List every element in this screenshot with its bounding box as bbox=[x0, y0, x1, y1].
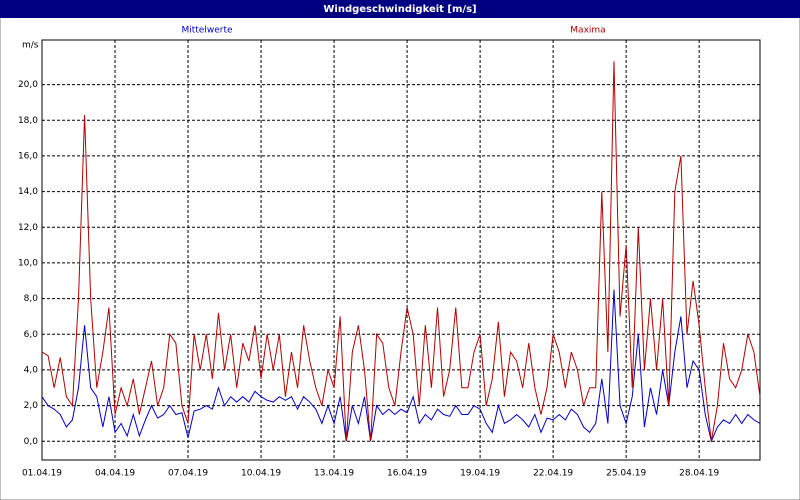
y-tick-label: 14,0 bbox=[18, 187, 38, 197]
x-tick-label: 25.04.19 bbox=[606, 469, 646, 479]
y-tick-label: 16,0 bbox=[18, 151, 38, 161]
y-tick-label: 12,0 bbox=[18, 223, 38, 233]
legend-label: Maxima bbox=[570, 26, 605, 36]
y-unit: m/s bbox=[22, 41, 39, 51]
y-tick-label: 2,0 bbox=[24, 401, 39, 411]
series-line bbox=[41, 61, 761, 442]
plot-frame bbox=[41, 39, 761, 461]
y-tick-label: 20,0 bbox=[18, 80, 38, 90]
y-tick-label: 4,0 bbox=[24, 365, 39, 375]
x-tick-label: 01.04.19 bbox=[22, 469, 62, 479]
legend-label: Mittelwerte bbox=[181, 26, 232, 36]
series-line bbox=[41, 289, 761, 443]
y-tick-label: 6,0 bbox=[24, 330, 39, 340]
x-tick-label: 07.04.19 bbox=[168, 469, 208, 479]
chart-title: Windgeschwindigkeit [m/s] bbox=[323, 4, 476, 15]
x-tick-label: 13.04.19 bbox=[314, 469, 354, 479]
y-tick-label: 0,0 bbox=[24, 437, 39, 447]
x-tick-label: 22.04.19 bbox=[533, 469, 573, 479]
title-bar bbox=[0, 0, 800, 18]
x-tick-label: 16.04.19 bbox=[387, 469, 427, 479]
y-tick-label: 10,0 bbox=[18, 258, 38, 268]
y-tick-label: 18,0 bbox=[18, 116, 38, 126]
x-tick-label: 04.04.19 bbox=[95, 469, 135, 479]
x-tick-label: 19.04.19 bbox=[460, 469, 500, 479]
x-tick-label: 10.04.19 bbox=[241, 469, 281, 479]
x-tick-label: 28.04.19 bbox=[679, 469, 719, 479]
y-tick-label: 8,0 bbox=[24, 294, 39, 304]
